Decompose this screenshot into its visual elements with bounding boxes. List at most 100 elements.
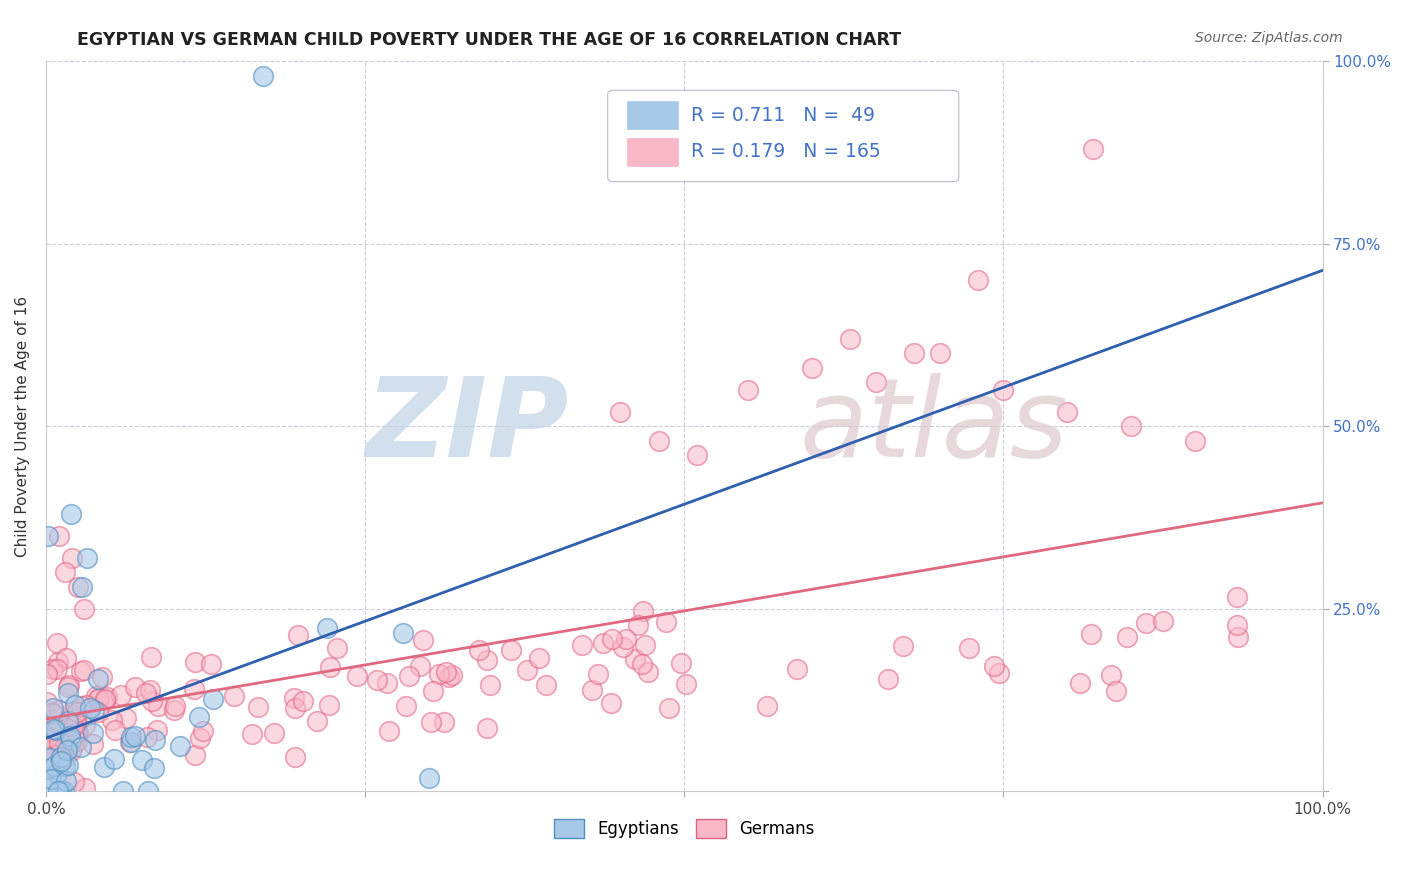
Point bbox=[437, 670, 460, 684]
Point bbox=[55, 743, 77, 757]
Point bbox=[120, 735, 142, 749]
Point bbox=[318, 659, 340, 673]
Legend: Egyptians, Germans: Egyptians, Germans bbox=[547, 813, 821, 845]
Point bbox=[46, 635, 69, 649]
Point bbox=[86, 705, 108, 719]
Point bbox=[56, 686, 79, 700]
Point bbox=[441, 668, 464, 682]
Point bbox=[48, 529, 70, 543]
Point bbox=[45, 723, 67, 738]
Point bbox=[37, 742, 59, 756]
Point bbox=[120, 730, 142, 744]
Point bbox=[284, 701, 307, 715]
Point bbox=[658, 701, 681, 715]
Point bbox=[103, 752, 125, 766]
Point bbox=[38, 736, 60, 750]
Point bbox=[72, 663, 94, 677]
Point bbox=[346, 669, 368, 683]
Point bbox=[957, 641, 980, 656]
Point bbox=[252, 69, 274, 83]
Point bbox=[37, 754, 59, 768]
Point bbox=[39, 730, 62, 744]
Point bbox=[94, 691, 117, 706]
Point bbox=[83, 703, 105, 717]
Point bbox=[84, 689, 107, 703]
Point bbox=[983, 658, 1005, 673]
Point bbox=[581, 683, 603, 698]
Point bbox=[614, 632, 637, 647]
Point bbox=[475, 721, 498, 735]
Point bbox=[612, 640, 634, 655]
Point bbox=[136, 730, 159, 744]
Point bbox=[184, 747, 207, 762]
Point bbox=[53, 751, 76, 765]
Point bbox=[46, 656, 69, 670]
Point bbox=[41, 705, 63, 719]
Point bbox=[53, 566, 76, 580]
Text: atlas: atlas bbox=[799, 373, 1067, 480]
Point bbox=[39, 750, 62, 764]
Point bbox=[1226, 618, 1249, 632]
Point bbox=[45, 766, 67, 780]
Point bbox=[527, 650, 550, 665]
Point bbox=[1081, 142, 1104, 156]
Point bbox=[222, 690, 245, 704]
Point bbox=[37, 696, 59, 710]
Point bbox=[51, 731, 73, 746]
Point bbox=[326, 640, 349, 655]
Point bbox=[600, 697, 623, 711]
Point bbox=[516, 664, 538, 678]
Point bbox=[55, 651, 77, 665]
Point bbox=[392, 626, 415, 640]
Point bbox=[46, 783, 69, 797]
Point bbox=[1184, 434, 1206, 448]
Point bbox=[49, 754, 72, 768]
Point bbox=[169, 739, 191, 753]
Point bbox=[468, 643, 491, 657]
Point bbox=[1115, 630, 1137, 644]
Point bbox=[146, 723, 169, 738]
Point bbox=[928, 346, 950, 360]
Point bbox=[146, 698, 169, 713]
Point bbox=[63, 775, 86, 789]
Point bbox=[1152, 614, 1174, 628]
Point bbox=[59, 730, 82, 744]
Point bbox=[634, 638, 657, 652]
Point bbox=[1105, 683, 1128, 698]
Point bbox=[1119, 419, 1142, 434]
Point bbox=[434, 665, 457, 680]
Point bbox=[165, 699, 187, 714]
Point bbox=[188, 710, 211, 724]
Point bbox=[66, 580, 89, 594]
Point bbox=[96, 690, 118, 705]
Point bbox=[377, 676, 399, 690]
Point bbox=[903, 346, 925, 360]
Point bbox=[65, 712, 87, 726]
Point bbox=[59, 737, 82, 751]
Text: Source: ZipAtlas.com: Source: ZipAtlas.com bbox=[1195, 31, 1343, 45]
Point bbox=[60, 741, 83, 756]
Point bbox=[655, 615, 678, 630]
Point bbox=[73, 601, 96, 615]
Point bbox=[49, 750, 72, 764]
Point bbox=[76, 698, 98, 713]
Text: ZIP: ZIP bbox=[366, 373, 569, 480]
Point bbox=[37, 529, 59, 543]
Point bbox=[65, 698, 87, 713]
Point bbox=[600, 632, 623, 647]
Point bbox=[62, 719, 84, 733]
Point bbox=[70, 664, 93, 678]
Point bbox=[891, 639, 914, 653]
Point bbox=[60, 744, 83, 758]
Point bbox=[110, 688, 132, 702]
Point bbox=[59, 507, 82, 521]
Point bbox=[800, 360, 823, 375]
Point bbox=[76, 550, 98, 565]
Point bbox=[44, 759, 66, 773]
Point bbox=[39, 772, 62, 786]
Point bbox=[318, 698, 340, 712]
Point bbox=[66, 724, 89, 739]
Point bbox=[124, 680, 146, 694]
Point bbox=[82, 725, 104, 739]
Point bbox=[1080, 626, 1102, 640]
